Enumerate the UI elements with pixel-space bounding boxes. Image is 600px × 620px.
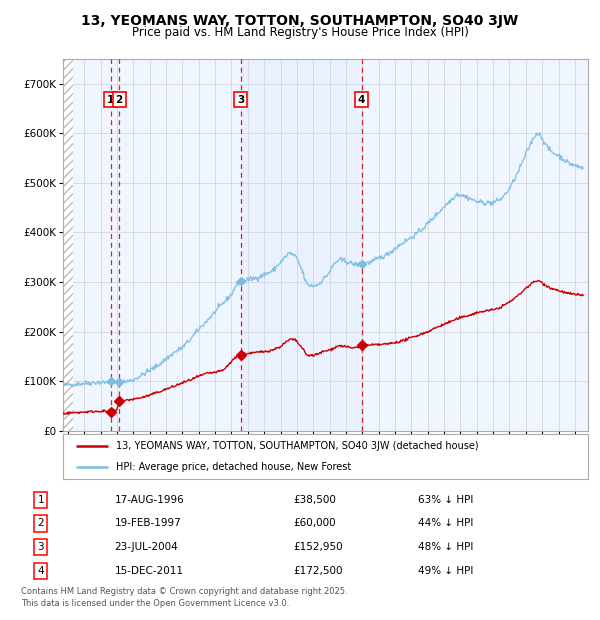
Text: £152,950: £152,950 — [293, 542, 343, 552]
Text: 1: 1 — [38, 495, 44, 505]
Bar — [241, 59, 362, 431]
Text: 48% ↓ HPI: 48% ↓ HPI — [418, 542, 473, 552]
Text: 17-AUG-1996: 17-AUG-1996 — [115, 495, 184, 505]
Text: £38,500: £38,500 — [293, 495, 336, 505]
Text: 13, YEOMANS WAY, TOTTON, SOUTHAMPTON, SO40 3JW: 13, YEOMANS WAY, TOTTON, SOUTHAMPTON, SO… — [82, 14, 518, 28]
Text: Price paid vs. HM Land Registry's House Price Index (HPI): Price paid vs. HM Land Registry's House … — [131, 26, 469, 39]
Text: £172,500: £172,500 — [293, 566, 343, 576]
Text: 2: 2 — [38, 518, 44, 528]
Text: 3: 3 — [38, 542, 44, 552]
Text: 19-FEB-1997: 19-FEB-1997 — [115, 518, 181, 528]
Text: 3: 3 — [237, 95, 244, 105]
Text: 1: 1 — [107, 95, 115, 105]
Text: 15-DEC-2011: 15-DEC-2011 — [115, 566, 184, 576]
Text: HPI: Average price, detached house, New Forest: HPI: Average price, detached house, New … — [115, 463, 351, 472]
Text: 23-JUL-2004: 23-JUL-2004 — [115, 542, 178, 552]
Text: 44% ↓ HPI: 44% ↓ HPI — [418, 518, 473, 528]
Text: 13, YEOMANS WAY, TOTTON, SOUTHAMPTON, SO40 3JW (detached house): 13, YEOMANS WAY, TOTTON, SOUTHAMPTON, SO… — [115, 441, 478, 451]
Text: 63% ↓ HPI: 63% ↓ HPI — [418, 495, 473, 505]
Text: 4: 4 — [38, 566, 44, 576]
Text: Contains HM Land Registry data © Crown copyright and database right 2025.
This d: Contains HM Land Registry data © Crown c… — [21, 587, 347, 608]
Bar — [63, 59, 73, 431]
Text: 4: 4 — [358, 95, 365, 105]
Text: £60,000: £60,000 — [293, 518, 336, 528]
Text: 2: 2 — [115, 95, 123, 105]
Text: 49% ↓ HPI: 49% ↓ HPI — [418, 566, 473, 576]
